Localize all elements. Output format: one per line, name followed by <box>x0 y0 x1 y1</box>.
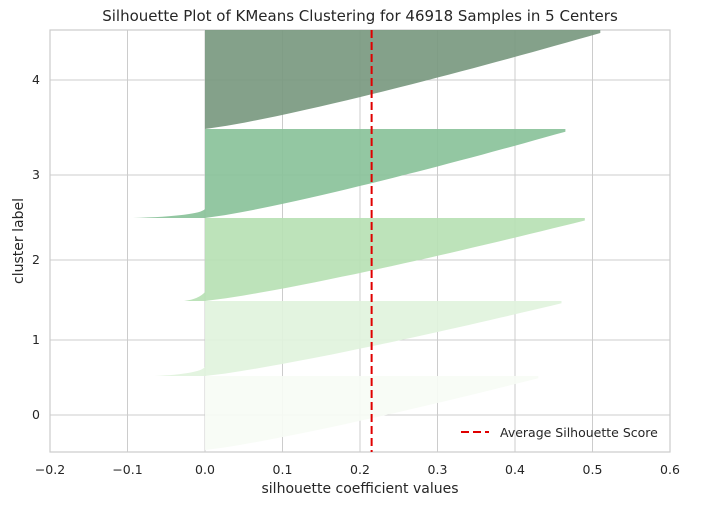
x-tick-label: 0.6 <box>660 462 680 477</box>
x-tick-label: 0.3 <box>428 462 448 477</box>
cluster-3-negative-tail <box>132 209 205 218</box>
x-tick-label: 0.2 <box>350 462 370 477</box>
x-tick-label: 0.5 <box>583 462 603 477</box>
cluster-1-negative-tail <box>154 367 205 376</box>
cluster-0-silhouette <box>205 376 539 450</box>
x-tick-label: −0.1 <box>112 462 142 477</box>
x-tick-label: 0.1 <box>273 462 293 477</box>
y-axis-ticks: 0 1 2 3 4 <box>32 72 40 422</box>
cluster-2-negative-tail <box>184 292 205 301</box>
y-axis-title: cluster label <box>11 198 27 284</box>
y-tick-label: 1 <box>32 332 40 347</box>
cluster-3-silhouette <box>205 129 566 218</box>
cluster-4-silhouette <box>205 30 601 129</box>
cluster-1-silhouette <box>205 301 562 376</box>
y-tick-label: 2 <box>32 252 40 267</box>
cluster-silhouettes <box>132 30 601 450</box>
y-tick-label: 4 <box>32 72 40 87</box>
chart-title: Silhouette Plot of KMeans Clustering for… <box>102 7 618 25</box>
x-tick-label: 0.0 <box>195 462 215 477</box>
legend-label-average-silhouette: Average Silhouette Score <box>500 425 658 440</box>
legend: Average Silhouette Score <box>461 425 658 440</box>
x-tick-label: 0.4 <box>505 462 525 477</box>
x-axis-title: silhouette coefficient values <box>262 481 459 497</box>
x-tick-label: −0.2 <box>35 462 65 477</box>
y-tick-label: 3 <box>32 167 40 182</box>
cluster-2-silhouette <box>205 218 585 301</box>
x-axis-ticks: −0.2 −0.1 0.0 0.1 0.2 0.3 0.4 0.5 0.6 <box>35 462 680 477</box>
y-tick-label: 0 <box>32 407 40 422</box>
